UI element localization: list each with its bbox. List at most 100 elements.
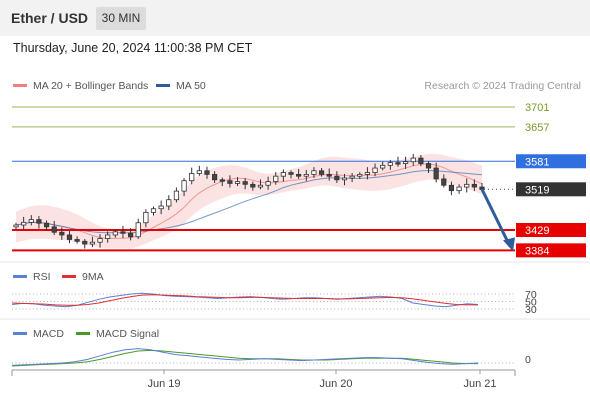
candle-body xyxy=(51,226,57,233)
legend-ma20-swatch xyxy=(13,83,27,87)
candle-body xyxy=(265,181,271,186)
candle-body xyxy=(74,239,80,242)
candle-body xyxy=(395,162,401,165)
projection-arrow-head xyxy=(503,237,515,252)
candle-body xyxy=(288,172,294,175)
legend-ma20: MA 20 + Bollinger Bands xyxy=(13,80,148,92)
candle-body xyxy=(36,219,42,224)
candle-body xyxy=(448,184,455,192)
candle-body xyxy=(21,221,27,226)
rsi-level-label: 30 xyxy=(525,304,537,316)
candle-body xyxy=(257,184,264,188)
candle-body xyxy=(219,179,225,182)
candle-body xyxy=(334,175,340,181)
candle-body xyxy=(403,161,409,164)
candle-body xyxy=(471,183,477,188)
candle-body xyxy=(82,240,88,245)
candle-body xyxy=(479,186,485,190)
candle-body xyxy=(303,173,309,177)
candle-body xyxy=(273,175,279,183)
rsi-level-label: 50 xyxy=(525,297,537,309)
candle-body xyxy=(105,234,111,239)
candle-body xyxy=(280,172,286,177)
legend-macd-label: MACD xyxy=(33,328,64,340)
price-level-tag xyxy=(516,154,586,169)
price-level-label: 3701 xyxy=(525,102,549,114)
candle-body xyxy=(189,173,195,182)
candle-body xyxy=(66,234,73,240)
price-level-label: 3519 xyxy=(525,184,549,196)
price-level-tag xyxy=(516,182,586,197)
macd-line xyxy=(11,348,479,366)
candle-body xyxy=(456,186,462,192)
symbol-title: Ether / USD xyxy=(11,10,89,26)
legend-rsi-swatch xyxy=(13,274,27,278)
candle-body xyxy=(181,180,187,192)
candle-body xyxy=(112,231,118,236)
legend-macd-signal-label: MACD Signal xyxy=(96,328,160,340)
candle-body xyxy=(349,175,355,179)
candle-body xyxy=(372,167,378,173)
candle-body xyxy=(143,211,149,224)
candle-body xyxy=(97,238,103,243)
legend-macd-signal-swatch xyxy=(76,331,90,335)
candle-body xyxy=(387,162,393,166)
candle-body xyxy=(196,170,202,174)
bollinger-band xyxy=(16,153,482,249)
legend-ma50-swatch xyxy=(156,83,170,87)
rsi-level-label: 70 xyxy=(525,289,537,301)
candle-body xyxy=(341,177,348,181)
legend-ma20-label: MA 20 + Bollinger Bands xyxy=(33,80,149,92)
candle-body xyxy=(120,231,126,234)
candle-body xyxy=(318,170,325,175)
x-axis-tick-label: Jun 20 xyxy=(319,378,352,390)
candle-body xyxy=(28,219,34,223)
candle-body xyxy=(410,157,416,163)
credit-label: Research © 2024 Trading Central xyxy=(424,80,581,92)
candle-body xyxy=(418,157,424,164)
candle-body xyxy=(234,181,241,184)
datetime-label: Thursday, June 20, 2024 11:00:38 PM CET xyxy=(13,41,253,55)
legend-rsi: RSI xyxy=(13,271,51,283)
legend-ma50: MA 50 xyxy=(156,80,206,92)
legend-ma50-label: MA 50 xyxy=(176,80,206,92)
price-level-tag xyxy=(516,243,586,258)
x-axis-tick-label: Jun 21 xyxy=(463,378,496,390)
projection-arrow xyxy=(480,188,512,248)
price-level-label: 3581 xyxy=(525,156,549,168)
candle-body xyxy=(150,208,157,213)
candle-body xyxy=(212,173,218,181)
rsi-ma-line xyxy=(11,294,478,306)
candle-body xyxy=(13,224,19,228)
candle-body xyxy=(166,199,172,207)
candle-body xyxy=(135,222,141,238)
legend-macd-swatch xyxy=(13,331,27,335)
legend-rsi-ma-label: 9MA xyxy=(82,271,104,283)
candle-body xyxy=(158,205,164,210)
candle-body xyxy=(89,241,95,245)
ma20-line xyxy=(15,163,483,240)
x-axis-tick-label: Jun 19 xyxy=(147,378,180,390)
candle-body xyxy=(242,181,248,185)
legend-rsi-ma: 9MA xyxy=(62,271,104,283)
candle-body xyxy=(357,173,363,177)
candle-body xyxy=(464,183,470,188)
candle-body xyxy=(380,164,386,169)
candle-body xyxy=(433,167,439,180)
legend-macd: MACD xyxy=(13,328,64,340)
candle-body xyxy=(227,180,233,184)
price-level-label: 3657 xyxy=(525,122,549,134)
candle-body xyxy=(441,178,447,186)
price-level-label: 3384 xyxy=(525,245,549,257)
macd-level-label: 0 xyxy=(525,354,531,366)
candle-body xyxy=(127,232,134,238)
price-level-tag xyxy=(516,223,586,237)
candle-body xyxy=(250,183,256,188)
candle-body xyxy=(204,170,210,175)
candle-body xyxy=(311,170,317,175)
timeframe-button[interactable]: 30 MIN xyxy=(96,7,146,30)
header-bar: Ether / USD 30 MIN xyxy=(0,0,590,36)
candle-body xyxy=(43,222,50,228)
legend-rsi-label: RSI xyxy=(33,271,51,283)
